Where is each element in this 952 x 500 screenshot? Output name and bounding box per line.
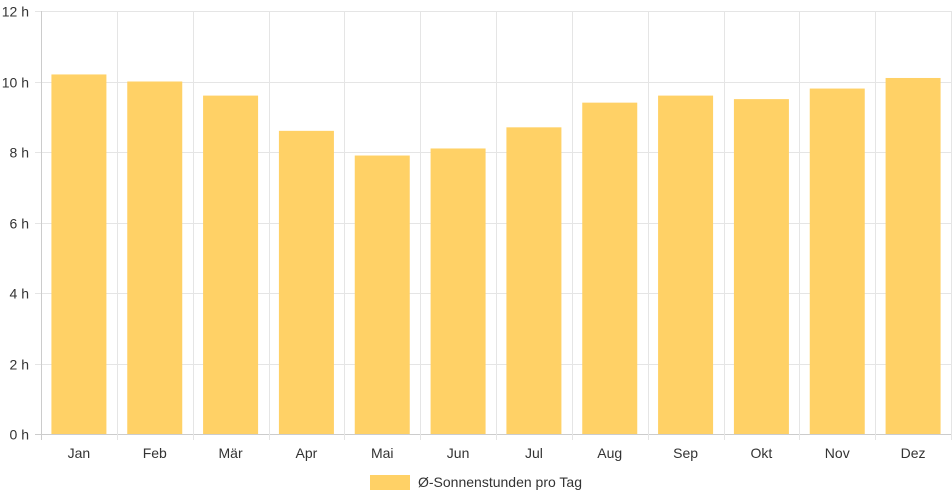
- x-tick-label: Jul: [525, 445, 543, 461]
- bar-aug[interactable]: [582, 102, 638, 435]
- bar-mai[interactable]: [354, 155, 410, 434]
- x-tick-label: Sep: [673, 445, 698, 461]
- y-tick-label: 10 h: [2, 75, 29, 91]
- y-tick-label: 2 h: [10, 357, 29, 373]
- legend-label: Ø-Sonnenstunden pro Tag: [418, 474, 582, 490]
- legend-swatch: [370, 475, 410, 490]
- y-tick-label: 6 h: [10, 216, 29, 232]
- bar-feb[interactable]: [127, 81, 183, 435]
- legend[interactable]: Ø-Sonnenstunden pro Tag: [370, 474, 582, 490]
- x-tick-label: Feb: [143, 445, 167, 461]
- x-axis-ticks: Jan Feb Mär Apr Mai Jun Jul Aug Sep Okt Nov Dez: [68, 445, 926, 461]
- x-tick-label: Jan: [68, 445, 91, 461]
- y-tick-label: 0 h: [10, 427, 29, 443]
- x-tick-label: Apr: [296, 445, 318, 461]
- y-axis-ticks: 0 h 2 h 4 h 6 h 8 h 10 h 12 h: [2, 4, 29, 443]
- bar-okt[interactable]: [733, 99, 789, 434]
- x-tick-label: Okt: [751, 445, 773, 461]
- x-tick-label: Mai: [371, 445, 394, 461]
- x-tick-label: Aug: [597, 445, 622, 461]
- x-tick-label: Dez: [901, 445, 926, 461]
- x-tick-label: Nov: [825, 445, 850, 461]
- y-tick-label: 8 h: [10, 145, 29, 161]
- bar-jan[interactable]: [51, 74, 107, 434]
- bar-nov[interactable]: [809, 88, 865, 435]
- bars: [51, 74, 941, 435]
- bar-dez[interactable]: [885, 77, 941, 434]
- grid-lines: [35, 11, 952, 440]
- y-tick-label: 12 h: [2, 4, 29, 20]
- bar-jul[interactable]: [506, 127, 562, 434]
- bar-jun[interactable]: [430, 148, 486, 434]
- bar-mär[interactable]: [203, 95, 259, 434]
- y-tick-label: 4 h: [10, 286, 29, 302]
- bar-sep[interactable]: [658, 95, 714, 434]
- x-tick-label: Mär: [219, 445, 243, 461]
- bar-apr[interactable]: [278, 130, 334, 434]
- x-tick-label: Jun: [447, 445, 470, 461]
